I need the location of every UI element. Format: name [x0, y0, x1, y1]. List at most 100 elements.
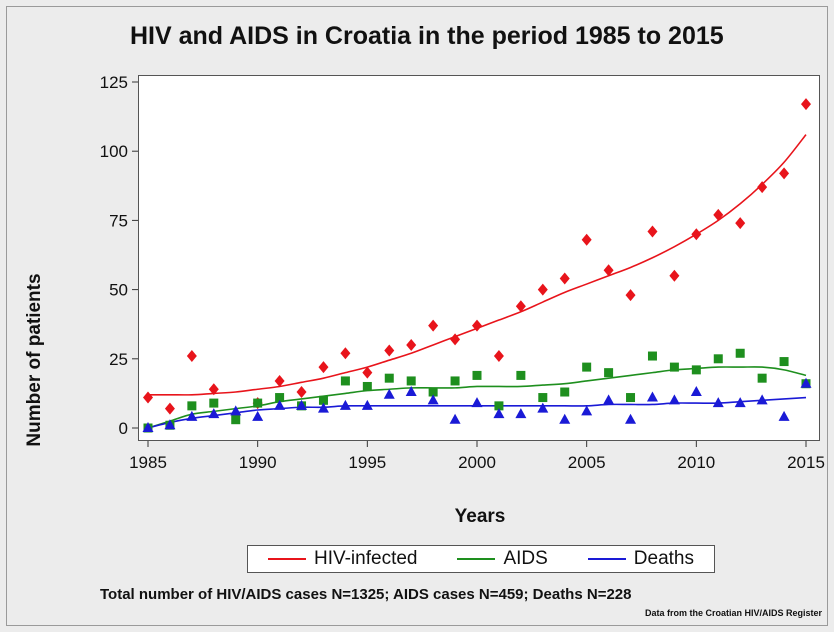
point-aids: [779, 357, 789, 367]
legend-label-deaths: Deaths: [633, 548, 694, 569]
point-deaths: [449, 413, 461, 424]
point-hiv-infected: [735, 217, 746, 230]
point-hiv-infected: [186, 350, 197, 363]
legend-swatch-aids: [457, 558, 496, 560]
point-deaths: [581, 405, 593, 416]
point-aids: [472, 370, 482, 380]
point-deaths: [361, 399, 373, 410]
point-deaths: [690, 386, 702, 397]
x-axis-label: Years: [454, 506, 506, 527]
point-hiv-infected: [384, 344, 395, 357]
legend-item-deaths: Deaths: [587, 548, 694, 570]
point-hiv-infected: [801, 98, 811, 111]
y-tick-label: 75: [109, 211, 128, 230]
point-hiv-infected: [559, 272, 570, 285]
point-deaths: [493, 408, 505, 419]
point-deaths: [646, 391, 658, 402]
point-aids: [516, 370, 526, 380]
y-tick-label: 50: [109, 281, 128, 300]
point-aids: [560, 387, 570, 397]
point-aids: [582, 362, 592, 372]
point-hiv-infected: [428, 319, 439, 332]
legend-label-aids: AIDS: [503, 548, 548, 569]
point-hiv-infected: [164, 402, 175, 415]
point-deaths: [186, 410, 198, 421]
legend-swatch-deaths: [587, 558, 626, 560]
point-hiv-infected: [450, 333, 461, 346]
point-deaths: [515, 408, 527, 419]
point-deaths: [317, 402, 329, 413]
y-tick-label: 100: [100, 142, 128, 161]
point-aids: [318, 395, 328, 405]
point-aids: [340, 376, 350, 386]
point-deaths: [405, 386, 417, 397]
point-hiv-infected: [472, 319, 482, 332]
plot-area: [138, 75, 820, 441]
point-aids: [626, 393, 636, 403]
point-hiv-infected: [779, 167, 790, 180]
point-deaths: [756, 394, 768, 405]
point-aids: [691, 365, 701, 375]
point-hiv-infected: [406, 338, 417, 351]
point-aids: [428, 387, 438, 397]
x-tick-label: 2005: [568, 453, 606, 472]
point-hiv-infected: [296, 386, 307, 399]
point-aids: [209, 398, 219, 408]
point-hiv-infected: [493, 350, 504, 363]
point-aids: [647, 351, 657, 361]
point-hiv-infected: [603, 264, 614, 277]
point-aids: [450, 376, 460, 386]
point-hiv-infected: [143, 391, 153, 404]
point-hiv-infected: [515, 300, 526, 313]
footnote: Total number of HIV/AIDS cases N=1325; A…: [100, 586, 632, 603]
point-aids: [275, 393, 285, 403]
point-hiv-infected: [757, 181, 768, 194]
point-aids: [735, 348, 745, 358]
point-deaths: [339, 399, 351, 410]
point-hiv-infected: [691, 228, 702, 241]
point-aids: [538, 393, 548, 403]
point-deaths: [208, 408, 220, 419]
point-deaths: [274, 399, 286, 410]
y-tick-label: 125: [100, 73, 128, 92]
point-hiv-infected: [669, 269, 680, 282]
legend-label-hiv: HIV-infected: [313, 548, 418, 569]
point-aids: [757, 373, 767, 383]
point-deaths: [471, 397, 483, 408]
point-deaths: [296, 399, 308, 410]
x-tick-label: 2015: [787, 453, 825, 472]
y-tick-label: 25: [109, 350, 128, 369]
point-deaths: [734, 397, 746, 408]
point-hiv-infected: [647, 225, 658, 238]
y-tick-label: 0: [119, 419, 128, 438]
x-tick-label: 1990: [239, 453, 277, 472]
fit-line-hiv-infected: [148, 134, 807, 396]
point-hiv-infected: [713, 208, 724, 221]
point-aids: [253, 398, 263, 408]
point-deaths: [603, 394, 615, 405]
chart-title: HIV and AIDS in Croatia in the period 19…: [130, 22, 724, 50]
point-aids: [494, 401, 504, 411]
point-aids: [406, 376, 416, 386]
legend-swatch-hiv: [267, 558, 306, 560]
point-aids: [384, 373, 394, 383]
point-deaths: [537, 402, 549, 413]
legend-item-hiv: HIV-infected: [267, 548, 418, 570]
point-deaths: [427, 394, 439, 405]
point-deaths: [252, 410, 264, 421]
point-hiv-infected: [274, 374, 285, 387]
point-deaths: [712, 397, 724, 408]
source-note: Data from the Croatian HIV/AIDS Register: [644, 608, 822, 618]
point-hiv-infected: [537, 283, 548, 296]
legend: HIV-infected AIDS Deaths: [247, 545, 715, 573]
point-aids: [362, 381, 372, 391]
point-aids: [604, 368, 614, 378]
legend-item-aids: AIDS: [457, 548, 548, 570]
point-hiv-infected: [340, 347, 351, 360]
point-deaths: [142, 422, 154, 432]
point-deaths: [625, 413, 637, 424]
x-tick-label: 2000: [458, 453, 496, 472]
point-deaths: [164, 419, 176, 430]
point-deaths: [230, 405, 242, 416]
